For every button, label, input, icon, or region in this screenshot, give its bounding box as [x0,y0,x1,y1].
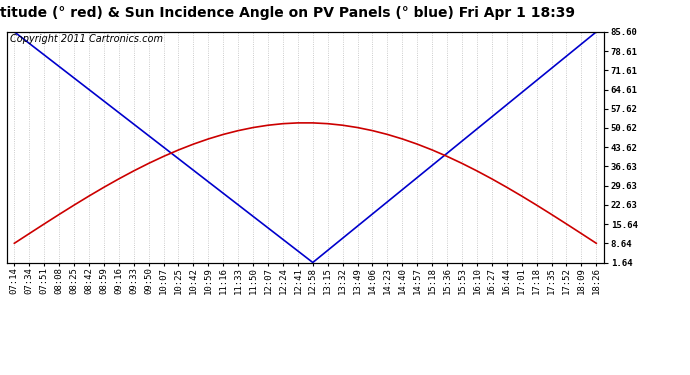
Text: Copyright 2011 Cartronics.com: Copyright 2011 Cartronics.com [10,34,163,44]
Text: Sun Altitude (° red) & Sun Incidence Angle on PV Panels (° blue) Fri Apr 1 18:39: Sun Altitude (° red) & Sun Incidence Ang… [0,6,575,20]
